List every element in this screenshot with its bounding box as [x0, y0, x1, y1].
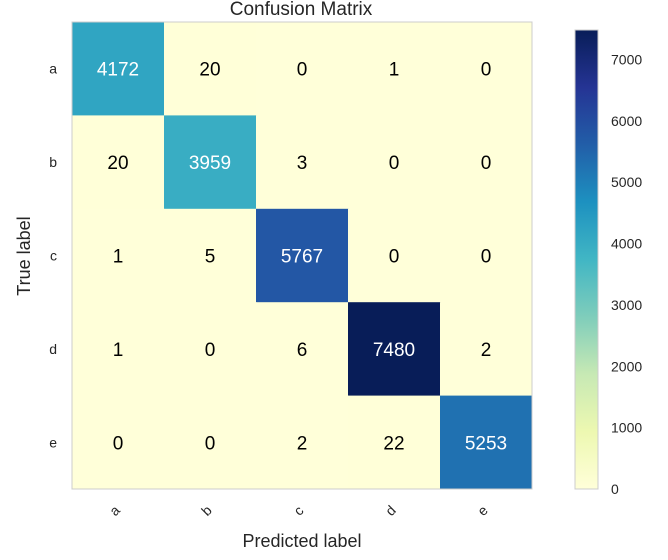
heatmap-cell-value: 3: [297, 153, 308, 174]
colorbar-ticks: 0 1000 2000 3000 4000 5000 6000 7000: [611, 51, 642, 497]
heatmap-cell: [72, 302, 165, 397]
colorbar-tick-label: 3000: [611, 297, 642, 313]
colorbar-tick-label: 7000: [611, 51, 642, 67]
heatmap-cell: [348, 208, 441, 303]
heatmap-cell-value: 0: [481, 153, 492, 174]
heatmap-cell-value: 7480: [373, 340, 415, 361]
colorbar-tick-label: 2000: [611, 358, 642, 374]
heatmap-cell: [256, 395, 349, 490]
heatmap-cell-value: 0: [389, 153, 400, 174]
heatmap-cell-value: 0: [297, 60, 308, 81]
heatmap-cell: [440, 22, 533, 116]
heatmap-cell-value: 3959: [189, 153, 231, 174]
colorbar-tick-label: 0: [611, 481, 619, 497]
x-tick-label: a: [106, 502, 123, 519]
heatmap-cell: [72, 115, 165, 210]
heatmap-cell-labels: 4172 20 0 1 020 3959 3 0 01 5 5767 0 01 0 6 7480 20 0 2 22 5…: [97, 60, 507, 455]
y-axis-ticks: a b c d e: [49, 61, 57, 451]
y-tick-label: b: [49, 154, 57, 170]
heatmap-cell-value: 5253: [465, 433, 507, 454]
heatmap-cell-value: 1: [389, 60, 400, 81]
colorbar-tick-label: 1000: [611, 420, 642, 436]
y-tick-label: d: [49, 341, 57, 357]
heatmap-cell-value: 0: [205, 433, 216, 454]
heatmap-cell: [256, 22, 349, 116]
heatmap-cell: [164, 395, 257, 490]
y-tick-label: a: [49, 61, 57, 77]
heatmap-cell-value: 0: [481, 247, 492, 268]
y-tick-label: c: [50, 248, 57, 264]
heatmap-cell: [256, 208, 349, 303]
heatmap-cell-value: 1: [113, 340, 124, 361]
heatmap-cell: [164, 302, 257, 397]
heatmap-cell-value: 20: [199, 60, 220, 81]
x-tick-label: c: [290, 502, 306, 518]
heatmap-cell-value: 4172: [97, 60, 139, 81]
heatmap-cell: [348, 302, 441, 397]
heatmap-cell: [256, 302, 349, 397]
heatmap-cell-value: 0: [389, 247, 400, 268]
heatmap-cell: [440, 208, 533, 303]
heatmap-cell: [164, 22, 257, 116]
heatmap-cell-value: 22: [383, 433, 404, 454]
colorbar-tick-label: 5000: [611, 174, 642, 190]
y-axis-label: True label: [14, 216, 34, 295]
heatmap-cell-value: 20: [107, 153, 128, 174]
x-axis-ticks: a b c d e: [106, 502, 491, 519]
x-tick-label: b: [198, 502, 215, 519]
heatmap-cell: [348, 395, 441, 490]
heatmap-cell: [72, 22, 165, 116]
heatmap-cell: [72, 208, 165, 303]
colorbar: [574, 29, 599, 490]
heatmap-cell-value: 2: [297, 433, 308, 454]
heatmap-cell-value: 5767: [281, 247, 323, 268]
heatmap-cell: [348, 115, 441, 210]
heatmap-cell-value: 1: [113, 247, 124, 268]
heatmap-cell-value: 0: [481, 60, 492, 81]
chart-title: Confusion Matrix: [230, 0, 373, 20]
heatmap-cell: [164, 208, 257, 303]
heatmap-cell-value: 5: [205, 247, 216, 268]
x-tick-label: d: [382, 502, 399, 519]
heatmap-cell: [348, 22, 441, 116]
y-tick-label: e: [49, 434, 57, 450]
plot-frame: [71, 21, 533, 490]
heatmap-cell-value: 6: [297, 340, 308, 361]
heatmap-cell: [440, 395, 533, 490]
heatmap-cell: [72, 395, 165, 490]
heatmap-cells: [72, 22, 533, 490]
heatmap-cell-value: 2: [481, 340, 492, 361]
heatmap-cell: [164, 115, 257, 210]
heatmap-cell: [440, 115, 533, 210]
colorbar-tick-label: 4000: [611, 236, 642, 252]
colorbar-tick-label: 6000: [611, 113, 642, 129]
heatmap-cell-value: 0: [113, 433, 124, 454]
heatmap-cell-value: 0: [205, 340, 216, 361]
heatmap-cell: [256, 115, 349, 210]
heatmap-cell: [440, 302, 533, 397]
x-tick-label: e: [474, 502, 491, 519]
x-axis-label: Predicted label: [242, 531, 361, 551]
